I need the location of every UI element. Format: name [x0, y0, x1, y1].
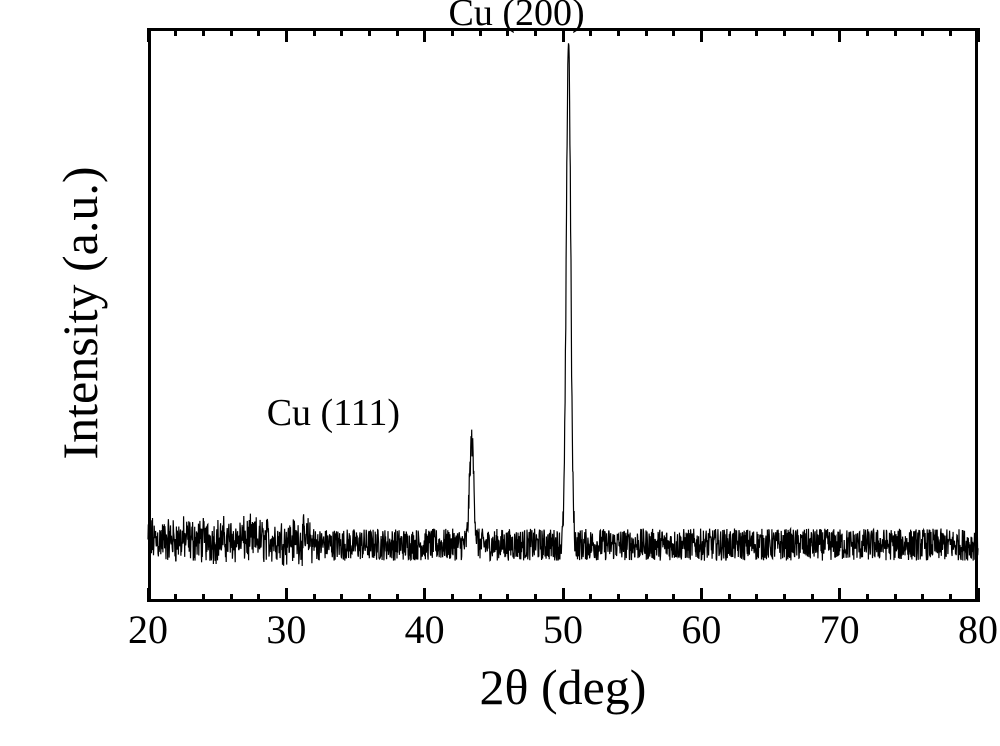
xrd-chart: 20304050607080 2θ (deg) Intensity (a.u.)…: [0, 0, 1000, 746]
xrd-pattern: [0, 0, 1000, 746]
xrd-trace: [148, 43, 978, 566]
